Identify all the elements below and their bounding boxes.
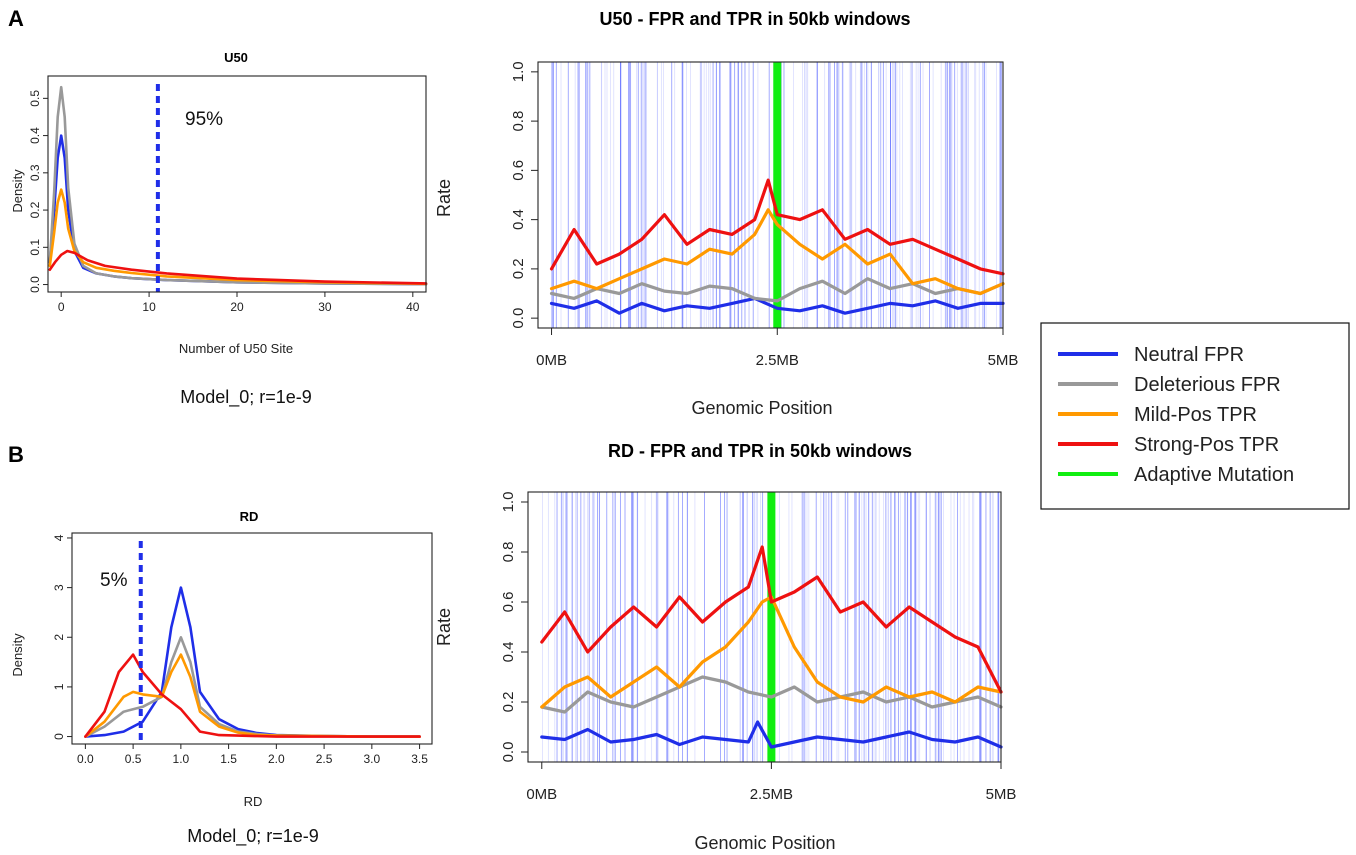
y-tick-label: 1.0 (510, 61, 527, 82)
legend-item-neutral: Neutral FPR (1058, 344, 1244, 366)
plot-frame (527, 491, 1002, 763)
legend-label: Mild-Pos TPR (1134, 404, 1257, 426)
x-tick-label: 0.0 (77, 752, 94, 766)
chart-title: U50 - FPR and TPR in 50kb windows (599, 9, 910, 29)
y-tick-label: 0 (52, 733, 66, 740)
legend-item-adaptive: Adaptive Mutation (1058, 464, 1294, 486)
x-tick-label: 1.0 (173, 752, 190, 766)
legend-label: Deleterious FPR (1134, 374, 1281, 396)
x-tick-label: 1.5 (220, 752, 237, 766)
series-line-neutral-fpr (48, 134, 428, 286)
series-line-strong-pos-tpr (540, 545, 1003, 694)
y-tick-label: 0.1 (28, 239, 42, 256)
series-line-strong-pos-tpr (549, 178, 1005, 276)
series-line-deleterious-fpr (48, 85, 428, 286)
x-tick-label: 20 (230, 300, 244, 314)
y-tick-label: 0.4 (28, 127, 42, 144)
y-tick-label: 1.0 (500, 492, 517, 513)
plot-frame (47, 75, 427, 293)
series-line-neutral-fpr (549, 296, 1005, 315)
y-tick-label: 0.4 (510, 209, 527, 230)
y-tick-label: 1 (52, 683, 66, 690)
panel-letter-a: A (8, 6, 24, 31)
y-axis-label: Density (10, 169, 25, 213)
rd-density-chart: RD RD Density Model_0; r=1e-9 5% 0.0 0.5 1… (10, 509, 433, 847)
x-tick-label: 3.5 (411, 752, 428, 766)
y-axis-label: Density (10, 633, 25, 677)
legend-item-deleterious: Deleterious FPR (1058, 374, 1281, 396)
y-tick-label: 0.8 (500, 542, 517, 563)
y-tick-label: 0.8 (510, 111, 527, 132)
y-tick-label: 0.0 (510, 308, 527, 329)
y-tick-label: 0.2 (510, 258, 527, 279)
y-tick-label: 3 (52, 584, 66, 591)
x-tick-label: 5MB (986, 786, 1017, 803)
y-tick-label: 0.4 (500, 642, 517, 663)
series-line-strong-pos-tpr (84, 653, 421, 738)
plot-frame (537, 61, 1004, 329)
x-tick-label: 2.0 (268, 752, 285, 766)
legend-label: Neutral FPR (1134, 344, 1244, 366)
series-line-deleterious-fpr (540, 675, 1003, 714)
series-line-neutral-fpr (540, 720, 1003, 749)
model-caption: Model_0; r=1e-9 (187, 826, 319, 847)
u50-rate-chart: U50 - FPR and TPR in 50kb windows Genomi… (434, 9, 1018, 418)
y-tick-label: 0.2 (500, 692, 517, 713)
legend-label: Strong-Pos TPR (1134, 434, 1279, 456)
y-axis-label: Rate (434, 179, 454, 217)
y-tick-label: 4 (52, 534, 66, 541)
series-line-deleterious-fpr (84, 635, 421, 738)
model-caption: Model_0; r=1e-9 (180, 387, 312, 408)
x-tick-label: 5MB (988, 352, 1019, 369)
legend: Neutral FPR Deleterious FPR Mild-Pos TPR… (1040, 322, 1350, 510)
x-tick-label: 2.5 (316, 752, 333, 766)
legend-label: Adaptive Mutation (1134, 464, 1294, 486)
x-axis-label: Genomic Position (691, 398, 832, 418)
chart-title: RD - FPR and TPR in 50kb windows (608, 441, 912, 461)
x-axis-label: Genomic Position (694, 833, 835, 853)
y-axis-label: Rate (434, 608, 454, 646)
x-tick-label: 3.0 (363, 752, 380, 766)
window-lines (551, 62, 1002, 328)
x-tick-label: 10 (142, 300, 156, 314)
y-tick-label: 0.2 (28, 201, 42, 218)
x-tick-label: 40 (406, 300, 420, 314)
y-tick-label: 0.0 (500, 742, 517, 763)
threshold-label: 5% (100, 570, 128, 591)
series-line-deleterious-fpr (549, 277, 1005, 303)
legend-item-strong-pos: Strong-Pos TPR (1058, 434, 1279, 456)
x-tick-label: 0 (58, 300, 65, 314)
x-axis-label: RD (244, 794, 263, 809)
y-tick-label: 0.5 (28, 90, 42, 107)
u50-density-chart: U50 Number of U50 Site Density Model_0; … (10, 50, 428, 408)
chart-title: RD (240, 509, 259, 524)
x-tick-label: 0MB (526, 786, 557, 803)
series-line-neutral-fpr (84, 586, 421, 738)
plot-frame (71, 532, 433, 745)
x-tick-label: 2.5MB (756, 352, 799, 369)
x-tick-label: 0MB (536, 352, 567, 369)
y-tick-label: 0.6 (500, 592, 517, 613)
y-tick-label: 0.6 (510, 160, 527, 181)
series-line-strong-pos-tpr (48, 249, 428, 285)
chart-title: U50 (224, 50, 248, 65)
y-tick-label: 0.0 (28, 276, 42, 293)
x-tick-label: 30 (318, 300, 332, 314)
y-tick-label: 2 (52, 634, 66, 641)
rd-rate-chart: RD - FPR and TPR in 50kb windows Genomic… (434, 441, 1016, 853)
series-line-mild-pos-tpr (48, 188, 428, 286)
x-tick-label: 2.5MB (750, 786, 793, 803)
x-tick-label: 0.5 (125, 752, 142, 766)
legend-item-mild-pos: Mild-Pos TPR (1058, 404, 1257, 426)
y-tick-label: 0.3 (28, 164, 42, 181)
x-axis-label: Number of U50 Site (179, 341, 293, 356)
series-line-mild-pos-tpr (549, 208, 1005, 296)
panel-letter-b: B (8, 442, 24, 467)
threshold-label: 95% (185, 109, 223, 130)
